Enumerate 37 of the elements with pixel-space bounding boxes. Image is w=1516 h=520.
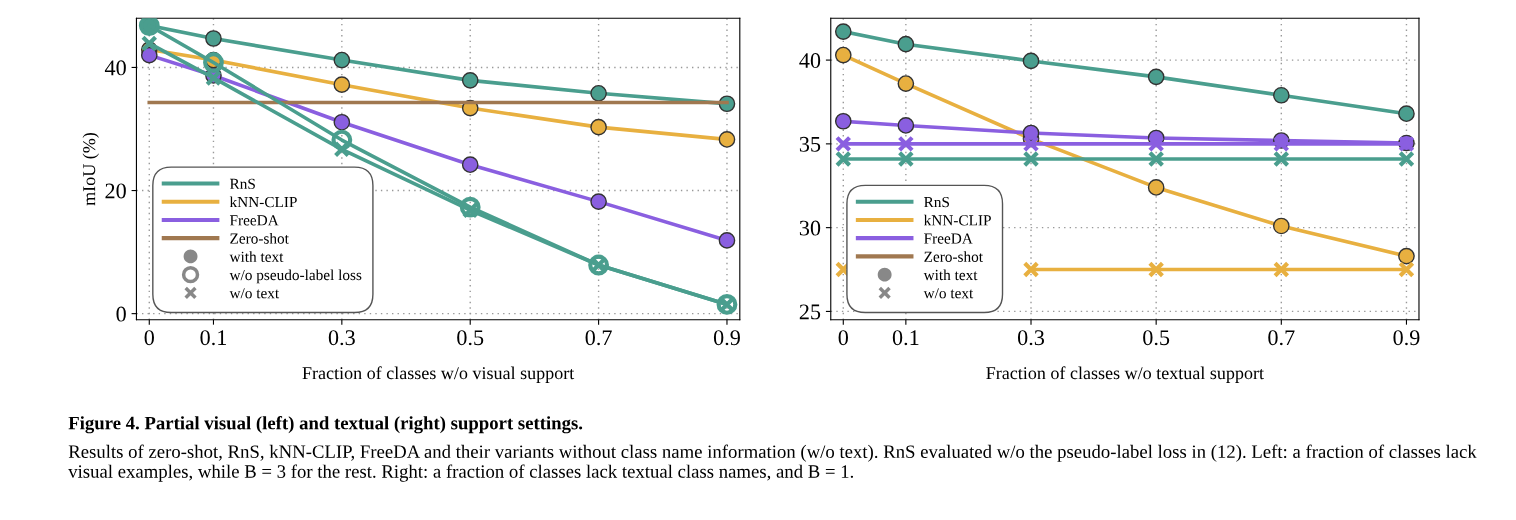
legend-label: kNN-CLIP [229,196,297,208]
annotation: w/o pseudo-label loss [229,269,362,284]
legend-label: RnS [924,196,949,208]
annotation: w/o text [229,288,280,299]
x-tick-label: 0.9 [713,330,740,346]
x-axis-title: Fraction of classes w/o visual support [302,366,575,383]
x-tick-label: 0.3 [328,330,355,346]
x-tick-label: 0.7 [1268,330,1295,346]
x-tick-label: 0 [144,330,154,346]
x-axis-title: Fraction of classes w/o textual support [986,366,1264,383]
y-tick-label: 30 [799,220,821,236]
x-tick-label: 0.7 [585,330,612,346]
legend-label: Zero-shot [924,251,983,262]
legend-label: FreeDA [229,215,279,226]
annotation: w/o text [923,288,974,299]
x-tick-label: 0.5 [1143,330,1170,346]
y-tick-label: 0 [116,306,126,322]
annotation: with text [923,269,978,281]
x-tick-label: 0.9 [1393,330,1420,346]
x-tick-label: 0.1 [892,330,919,346]
legend-label: Zero-shot [230,232,289,244]
y-tick-label: 20 [105,183,126,199]
legend-label: FreeDA [924,233,973,244]
x-tick-label: 0.1 [200,330,227,346]
y-tick-label: 40 [104,60,126,76]
legend-label: RnS [229,178,255,190]
annotation: with text [229,251,284,262]
legend-label: kNN-CLIP [923,214,991,226]
text: Figure 4. Partial visual (left) and textual (right) support settings. [68,416,583,434]
y-axis-title: mIoU (%) [82,132,99,206]
y-tick-label: 40 [799,53,821,69]
x-tick-label: 0 [838,330,848,346]
y-tick-label: 35 [799,136,821,152]
text: Results of zero-shot, RnS, kNN-CLIP, FreeDA and their variants without class name information (w/o text). RnS evaluated w/o the pseudo-label loss in (12). Left: a fraction of classes lack visual examples, while B = 3 for the rest. Right: a fraction of classes lack textual class names, and B = 1. [68,444,1477,482]
x-tick-label: 0.3 [1017,330,1045,346]
y-tick-label: 25 [799,304,821,320]
x-tick-label: 0.5 [457,330,484,346]
